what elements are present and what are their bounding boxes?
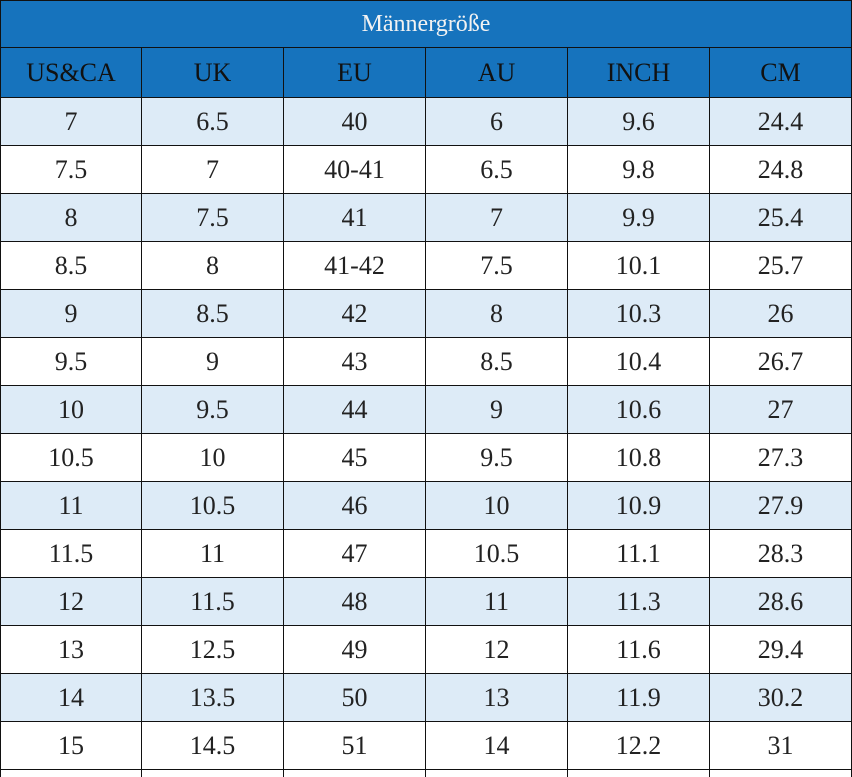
table-cell: 11.5 <box>0 530 142 578</box>
table-cell: 7.5 <box>142 194 284 242</box>
table-cell: 8 <box>426 290 568 338</box>
table-cell: 26 <box>710 290 852 338</box>
table-cell: 11.3 <box>568 578 710 626</box>
table-cell: 9 <box>142 338 284 386</box>
table-cell: 11 <box>0 482 142 530</box>
table-cell: 10 <box>426 482 568 530</box>
table-title: Männergröße <box>0 0 852 48</box>
table-cell: 28.6 <box>710 578 852 626</box>
table-cell: 13 <box>0 626 142 674</box>
table-cell: 11 <box>426 578 568 626</box>
table-cell: 7 <box>426 194 568 242</box>
table-cell: 25.4 <box>710 194 852 242</box>
table-cell: 50 <box>284 674 426 722</box>
table-cell: 10 <box>0 386 142 434</box>
table-cell: 8 <box>142 242 284 290</box>
table-cell: 12 <box>0 578 142 626</box>
table-cell: 10.9 <box>568 482 710 530</box>
table-cell: 41 <box>284 194 426 242</box>
table-cell: 40-41 <box>284 146 426 194</box>
table-cell: 48 <box>284 578 426 626</box>
table-cell: 28.3 <box>710 530 852 578</box>
table-cell: 15 <box>0 722 142 770</box>
empty-cell <box>284 770 426 777</box>
table-cell: 12.2 <box>568 722 710 770</box>
table-cell: 42 <box>284 290 426 338</box>
table-cell: 47 <box>284 530 426 578</box>
table-cell: 9.5 <box>426 434 568 482</box>
table-cell: 11.6 <box>568 626 710 674</box>
table-cell: 10.3 <box>568 290 710 338</box>
table-cell: 11.9 <box>568 674 710 722</box>
table-cell: 8.5 <box>0 242 142 290</box>
table-cell: 10.8 <box>568 434 710 482</box>
table-cell: 29.4 <box>710 626 852 674</box>
table-cell: 10.1 <box>568 242 710 290</box>
header-cell: CM <box>710 48 852 98</box>
table-cell: 44 <box>284 386 426 434</box>
table-cell: 7 <box>142 146 284 194</box>
table-cell: 8.5 <box>426 338 568 386</box>
header-cell: EU <box>284 48 426 98</box>
table-cell: 27 <box>710 386 852 434</box>
table-cell: 9.5 <box>0 338 142 386</box>
table-cell: 11 <box>142 530 284 578</box>
table-cell: 7 <box>0 98 142 146</box>
header-cell: AU <box>426 48 568 98</box>
table-cell: 9 <box>0 290 142 338</box>
table-cell: 14 <box>426 722 568 770</box>
table-cell: 10 <box>142 434 284 482</box>
table-cell: 7.5 <box>426 242 568 290</box>
table-cell: 14 <box>0 674 142 722</box>
table-cell: 49 <box>284 626 426 674</box>
header-cell: UK <box>142 48 284 98</box>
table-cell: 9.6 <box>568 98 710 146</box>
empty-cell <box>0 770 142 777</box>
table-cell: 41-42 <box>284 242 426 290</box>
table-cell: 40 <box>284 98 426 146</box>
table-cell: 9 <box>426 386 568 434</box>
table-cell: 6 <box>426 98 568 146</box>
table-cell: 51 <box>284 722 426 770</box>
table-cell: 10.5 <box>426 530 568 578</box>
table-cell: 31 <box>710 722 852 770</box>
table-cell: 10.4 <box>568 338 710 386</box>
table-cell: 7.5 <box>0 146 142 194</box>
empty-cell <box>710 770 852 777</box>
table-cell: 12.5 <box>142 626 284 674</box>
table-cell: 8 <box>0 194 142 242</box>
table-cell: 26.7 <box>710 338 852 386</box>
table-cell: 8.5 <box>142 290 284 338</box>
table-cell: 27.9 <box>710 482 852 530</box>
table-cell: 12 <box>426 626 568 674</box>
table-cell: 10.5 <box>142 482 284 530</box>
table-cell: 14.5 <box>142 722 284 770</box>
table-cell: 13 <box>426 674 568 722</box>
table-cell: 30.2 <box>710 674 852 722</box>
table-cell: 27.3 <box>710 434 852 482</box>
table-cell: 6.5 <box>426 146 568 194</box>
table-cell: 25.7 <box>710 242 852 290</box>
empty-cell <box>426 770 568 777</box>
table-cell: 9.9 <box>568 194 710 242</box>
table-cell: 46 <box>284 482 426 530</box>
table-cell: 24.8 <box>710 146 852 194</box>
table-cell: 10.6 <box>568 386 710 434</box>
table-cell: 9.5 <box>142 386 284 434</box>
table-cell: 6.5 <box>142 98 284 146</box>
table-cell: 13.5 <box>142 674 284 722</box>
table-cell: 11.5 <box>142 578 284 626</box>
table-cell: 11.1 <box>568 530 710 578</box>
table-cell: 45 <box>284 434 426 482</box>
table-cell: 9.8 <box>568 146 710 194</box>
header-cell: INCH <box>568 48 710 98</box>
table-cell: 24.4 <box>710 98 852 146</box>
empty-cell <box>142 770 284 777</box>
table-cell: 43 <box>284 338 426 386</box>
header-cell: US&CA <box>0 48 142 98</box>
table-cell: 10.5 <box>0 434 142 482</box>
empty-cell <box>568 770 710 777</box>
